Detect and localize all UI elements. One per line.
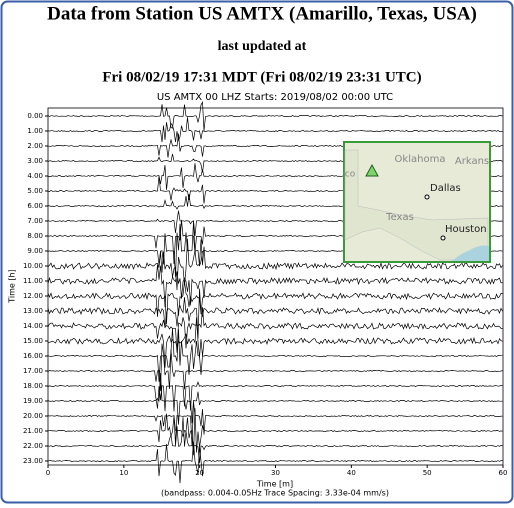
map-label: Dallas	[430, 183, 461, 194]
seismic-trace	[47, 441, 503, 484]
y-tick-label: 16.00	[23, 352, 43, 360]
seismic-trace	[47, 264, 503, 308]
seismic-trace	[47, 117, 503, 143]
y-tick-label: 21.00	[23, 427, 43, 435]
map-label: Arkans	[455, 156, 489, 167]
y-tick-label: 23.00	[23, 457, 43, 465]
seismic-trace	[47, 372, 503, 425]
seismic-trace	[47, 381, 503, 412]
y-tick-label: 15.00	[23, 337, 43, 345]
station-marker	[365, 163, 379, 177]
y-tick-label: 18.00	[23, 382, 43, 390]
y-tick-label: 5.00	[27, 187, 43, 195]
x-axis-label: Time [m]	[256, 480, 293, 489]
x-tick-label: 30	[271, 469, 280, 477]
timestamp: Fri 08/02/19 17:31 MDT (Fri 08/02/19 23:…	[102, 69, 421, 85]
x-tick-label: 60	[499, 469, 508, 477]
seismic-trace	[47, 307, 503, 353]
y-tick-label: 2.00	[27, 142, 43, 150]
map-water	[452, 245, 489, 261]
map-inset: Oklahoma Arkans co Dallas Texas Houston	[343, 141, 491, 263]
y-tick-label: 3.00	[27, 157, 43, 165]
map-label: Houston	[445, 224, 487, 235]
seismic-trace	[47, 317, 503, 368]
y-tick-label: 6.00	[27, 202, 43, 210]
y-tick-label: 19.00	[23, 397, 43, 405]
seismic-trace	[47, 401, 503, 446]
seismic-trace	[47, 417, 503, 464]
city-dot	[440, 235, 446, 241]
x-tick-label: 10	[119, 469, 128, 477]
caption: (bandpass: 0.004-0.05Hz Trace Spacing: 3…	[161, 489, 389, 498]
x-tick-label: 50	[423, 469, 432, 477]
y-tick-label: 12.00	[23, 292, 43, 300]
city-dot	[424, 194, 430, 200]
seismic-trace	[47, 288, 503, 339]
x-tick-label: 20	[195, 469, 204, 477]
updated-label: last updated at	[218, 39, 307, 54]
seismic-trace	[47, 281, 503, 325]
seismic-trace	[47, 238, 503, 291]
y-tick-label: 20.00	[23, 412, 43, 420]
y-tick-label: 11.00	[23, 277, 43, 285]
seismic-trace	[47, 343, 503, 392]
seismic-trace	[47, 100, 503, 131]
x-tick-label: 0	[46, 469, 50, 477]
axes: 0 10 20 30 40 50 60 0.00 1.00 2.00 3.00 4.00 5.00 6.0…	[23, 112, 508, 477]
y-tick-label: 1.00	[27, 127, 43, 135]
y-tick-label: 10.00	[23, 262, 43, 270]
y-tick-label: 4.00	[27, 172, 43, 180]
page-title: Data from Station US AMTX (Amarillo, Tex…	[47, 3, 477, 24]
y-tick-label: 13.00	[23, 307, 43, 315]
chart-title: US AMTX 00 LHZ Starts: 2019/08/02 00:00 …	[157, 92, 393, 103]
y-tick-label: 9.00	[27, 247, 43, 255]
y-tick-label: 0.00	[27, 112, 43, 120]
y-tick-label: 7.00	[27, 217, 43, 225]
seismic-trace	[47, 408, 503, 456]
map-label: co	[345, 170, 356, 180]
seismic-trace	[47, 328, 503, 382]
map-label: Texas	[385, 212, 414, 223]
y-tick-label: 22.00	[23, 442, 43, 450]
y-tick-label: 17.00	[23, 367, 43, 375]
y-tick-label: 8.00	[27, 232, 43, 240]
y-axis-label: Time [h]	[8, 269, 17, 303]
y-tick-label: 14.00	[23, 322, 43, 330]
map-label: Oklahoma	[395, 154, 446, 165]
x-tick-label: 40	[347, 469, 356, 477]
